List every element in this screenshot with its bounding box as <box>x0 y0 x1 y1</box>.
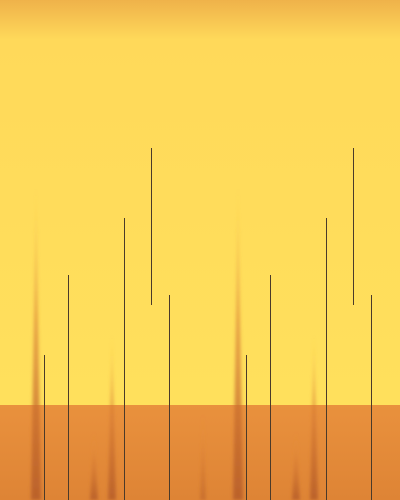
spike <box>292 430 300 500</box>
spike <box>108 330 116 500</box>
sky-gradient <box>0 0 400 405</box>
spike <box>310 330 318 500</box>
spike <box>200 410 206 500</box>
spike <box>233 180 243 500</box>
spike <box>90 430 98 500</box>
ground-band <box>0 405 400 500</box>
spike <box>31 180 41 500</box>
